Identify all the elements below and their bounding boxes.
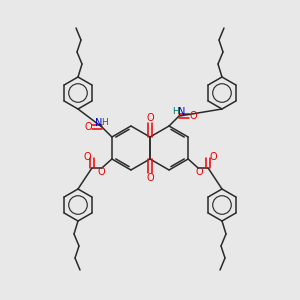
Text: O: O <box>83 152 91 162</box>
Text: O: O <box>84 122 92 132</box>
Text: H: H <box>172 106 179 116</box>
Text: O: O <box>146 173 154 183</box>
Text: O: O <box>97 167 105 177</box>
Text: O: O <box>189 111 197 121</box>
Text: O: O <box>195 167 203 177</box>
Text: O: O <box>146 113 154 123</box>
Text: O: O <box>209 152 217 162</box>
Text: H: H <box>102 118 108 127</box>
Text: N: N <box>178 107 186 117</box>
Text: N: N <box>95 118 103 128</box>
